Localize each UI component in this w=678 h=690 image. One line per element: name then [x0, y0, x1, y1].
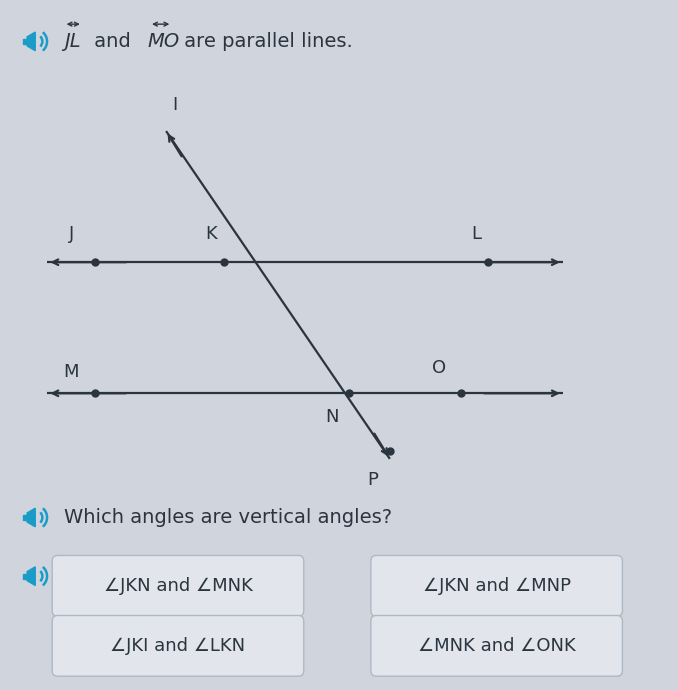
Text: ∠JKN and ∠MNK: ∠JKN and ∠MNK	[104, 577, 252, 595]
Polygon shape	[27, 508, 35, 527]
FancyBboxPatch shape	[371, 615, 622, 676]
Text: ∠JKI and ∠LKN: ∠JKI and ∠LKN	[111, 637, 245, 655]
FancyBboxPatch shape	[371, 555, 622, 616]
Text: K: K	[205, 225, 217, 243]
Polygon shape	[27, 567, 35, 585]
Text: are parallel lines.: are parallel lines.	[178, 32, 353, 51]
Polygon shape	[24, 39, 27, 44]
Text: J: J	[68, 225, 74, 243]
Text: ∠MNK and ∠ONK: ∠MNK and ∠ONK	[418, 637, 576, 655]
Text: O: O	[433, 359, 446, 377]
Text: N: N	[325, 408, 339, 426]
Text: P: P	[367, 471, 378, 489]
Polygon shape	[24, 515, 27, 520]
Text: and: and	[88, 32, 137, 51]
Text: MO: MO	[148, 32, 180, 51]
Text: I: I	[172, 96, 178, 114]
Polygon shape	[24, 573, 27, 579]
Text: Which angles are vertical angles?: Which angles are vertical angles?	[64, 508, 393, 527]
Text: L: L	[471, 225, 481, 243]
Polygon shape	[27, 32, 35, 51]
FancyBboxPatch shape	[52, 615, 304, 676]
Text: JL: JL	[64, 32, 81, 51]
FancyBboxPatch shape	[52, 555, 304, 616]
Text: ∠JKN and ∠MNP: ∠JKN and ∠MNP	[422, 577, 571, 595]
Text: M: M	[64, 363, 79, 381]
